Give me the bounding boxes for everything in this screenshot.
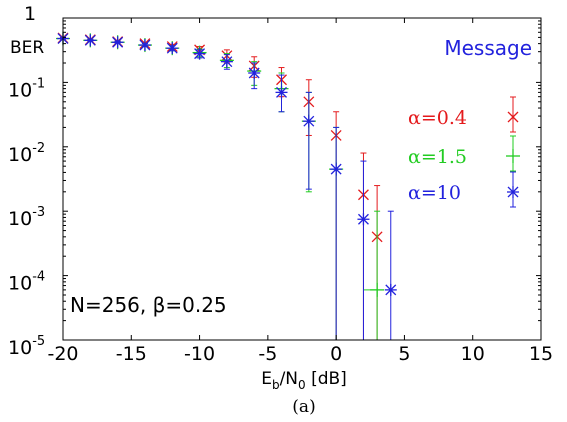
data-point [330,163,343,176]
legend-label: α=0.4 [408,107,467,129]
data-point [84,34,97,47]
figure-caption: (a) [292,397,315,417]
plot-frame [62,17,542,341]
y-tick-label: 10-1 [8,76,45,101]
x-tick-label: -10 [184,343,215,365]
data-point [384,283,397,296]
x-label-sub1: b [272,378,280,392]
x-tick-label: 0 [330,343,342,365]
data-point [193,47,206,60]
data-point [111,36,124,49]
data-point [275,86,288,99]
y-tick-label: 10-3 [8,205,45,230]
legend-marker [507,186,519,198]
x-label-base: E [261,369,272,389]
data-point [138,39,151,52]
y-axis-label: BER [10,38,44,58]
data-point [248,66,261,79]
y-tick-label: 10-5 [8,334,45,359]
axis-ticks: -20 -15 -10 -5 0 5 10 15 1 10-1 10-2 10-3 10-4 10-5 [8,3,553,365]
chart-title: Message [444,36,532,60]
x-tick-label: 5 [398,343,410,365]
x-tick-label: -20 [47,343,78,365]
y-tick-label: 1 [24,3,36,25]
legend-label: α=1.5 [408,146,467,168]
series-3 [57,32,397,340]
data-point [220,55,233,68]
y-tick-label: 10-2 [8,141,45,166]
legend-label: α=10 [408,182,461,204]
chart-marks [56,31,397,340]
params-annotation: N=256, β=0.25 [70,293,227,317]
x-tick-label: -15 [116,343,147,365]
legend-marker [507,111,519,123]
x-label-sub2: 0 [298,378,306,392]
data-point [166,42,179,55]
x-tick-label: 10 [461,343,485,365]
y-tick-label: 10-4 [8,270,45,295]
x-label-tail: [dB] [306,369,347,389]
data-point [302,115,315,128]
data-point [357,213,370,226]
legend-marker [506,149,520,163]
x-tick-label: -5 [258,343,277,365]
legend: α=0.4 α=1.5 α=10 [408,96,520,208]
x-axis-label: Eb/N0 [dB] [261,369,347,392]
x-tick-label: 15 [529,343,553,365]
x-label-mid: /N [280,369,298,389]
